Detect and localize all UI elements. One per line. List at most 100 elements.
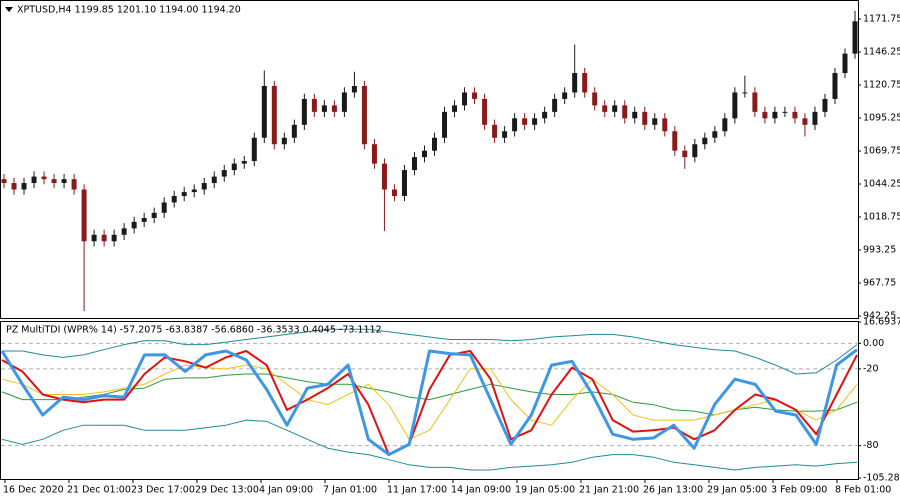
candle-body	[401, 170, 407, 196]
candle-body	[281, 137, 287, 145]
candle-body	[692, 144, 698, 158]
candle-body	[351, 85, 357, 93]
x-tick-label: 29 Dec 13:00	[195, 485, 259, 496]
candle-body	[111, 234, 117, 242]
candle-body	[532, 118, 538, 125]
indicator-line	[1, 364, 858, 440]
candle-body	[442, 111, 448, 138]
candle-body	[672, 131, 678, 151]
x-tick-label: 23 Dec 17:00	[131, 485, 195, 496]
candle-body	[502, 131, 508, 138]
y-tick-label: -105.2874	[863, 473, 900, 484]
menu-arrow[interactable]	[5, 7, 13, 12]
candle-body	[121, 228, 127, 235]
candle-body	[301, 98, 307, 125]
candle-body	[11, 183, 17, 190]
candle-body	[522, 118, 528, 125]
candle-body	[61, 179, 67, 184]
candle-body	[141, 217, 147, 222]
candle-body	[772, 111, 778, 119]
candle-body	[341, 92, 347, 112]
candle-body	[842, 53, 848, 74]
candle-body	[472, 92, 478, 99]
candle-body	[171, 195, 177, 203]
candle-body	[411, 157, 417, 171]
candle-body	[482, 98, 488, 125]
candle-body	[782, 111, 788, 113]
candle-body	[512, 118, 518, 132]
candle-body	[462, 92, 468, 106]
candle-body	[492, 124, 498, 138]
plot-layer: 942.25 967.75 993.25 1018.75 1044.25 1069.75 1…	[0, 10, 900, 496]
candle-body	[642, 111, 648, 125]
x-tick-label: 3 Feb 09:00	[771, 485, 827, 496]
candle-body	[832, 73, 838, 99]
x-tick-label: 14 Jan 09:00	[451, 485, 511, 496]
y-tick-label: 993.25	[863, 244, 896, 255]
candle-body	[361, 85, 367, 145]
candle-body	[432, 137, 438, 151]
candle-body	[311, 98, 317, 112]
candle-body	[542, 111, 548, 119]
candle-body	[201, 183, 207, 190]
x-tick-label: 8 Feb 01:00	[835, 485, 891, 496]
price-pane	[0, 0, 859, 319]
candle-body	[1, 179, 7, 184]
candle-body	[562, 92, 568, 99]
candle-body	[81, 189, 87, 242]
candle-body	[41, 176, 47, 180]
y-tick-label: -20	[863, 363, 879, 374]
candle-body	[592, 92, 598, 106]
candle-body	[762, 111, 768, 119]
candle-body	[722, 118, 728, 132]
x-tick-label: 7 Jan 01:00	[323, 485, 377, 496]
candle-body	[622, 105, 628, 119]
candle-body	[91, 234, 97, 242]
indicator-line	[1, 350, 858, 456]
candle-body	[251, 137, 257, 162]
candle-body	[211, 176, 217, 184]
y-tick-label: 1146.25	[863, 47, 900, 58]
candle-body	[652, 118, 658, 125]
candle-body	[682, 150, 688, 158]
candle-body	[151, 212, 157, 218]
candle-body	[742, 92, 748, 94]
x-tick-label: 26 Jan 13:00	[643, 485, 703, 496]
candle-body	[191, 189, 197, 193]
candle-body	[51, 179, 57, 184]
candle-body	[291, 124, 297, 138]
candle-body	[241, 161, 247, 164]
candle-body	[572, 73, 578, 93]
candle-body	[161, 202, 167, 213]
price-title: XPTUSD,H4 1199.85 1201.10 1194.00 1194.2…	[17, 5, 241, 16]
candle-body	[71, 179, 77, 190]
indicator-pane	[0, 321, 859, 480]
indicator-line	[2, 328, 858, 375]
x-tick-label: 21 Jan 21:00	[579, 485, 639, 496]
candle-body	[321, 105, 327, 112]
indicator-line	[1, 419, 858, 471]
x-tick-label: 4 Jan 09:00	[259, 485, 313, 496]
y-tick-label: 1044.25	[863, 179, 900, 190]
candle-body	[602, 105, 608, 112]
candle-body	[582, 73, 588, 93]
y-tick-label: 16.6937	[863, 317, 900, 328]
candle-body	[261, 85, 267, 138]
y-tick-label: 1069.75	[863, 146, 900, 157]
candle-body	[331, 105, 337, 112]
candle-body	[101, 234, 107, 242]
candle-body	[371, 144, 377, 164]
x-tick-label: 21 Dec 01:00	[67, 485, 131, 496]
y-tick-label: 1095.25	[863, 113, 900, 124]
x-tick-label: 19 Jan 05:00	[515, 485, 575, 496]
candle-body	[632, 111, 638, 119]
y-tick-label: 0.00	[863, 338, 884, 349]
y-tick-label: 1171.75	[863, 14, 900, 25]
candle-body	[271, 85, 277, 145]
candle-body	[812, 111, 818, 125]
candle-body	[822, 98, 828, 112]
y-tick-label: 967.75	[863, 277, 896, 288]
candle-body	[732, 92, 738, 119]
candle-body	[702, 137, 708, 145]
